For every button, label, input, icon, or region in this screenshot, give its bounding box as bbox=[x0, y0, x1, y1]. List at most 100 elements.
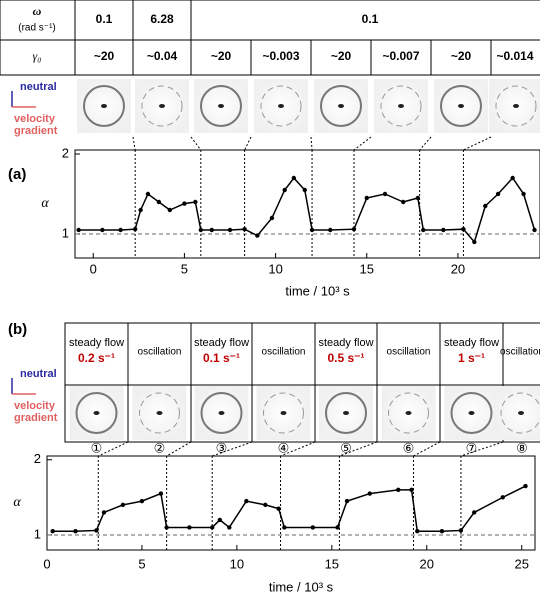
data-point bbox=[138, 207, 143, 213]
condition-mode: steady flow bbox=[444, 337, 499, 349]
data-point bbox=[94, 528, 99, 533]
scattering-ring bbox=[440, 85, 482, 127]
data-point bbox=[242, 227, 247, 232]
data-point bbox=[523, 483, 528, 489]
step-number: ⑥ bbox=[403, 440, 415, 455]
data-point bbox=[382, 191, 388, 197]
data-point bbox=[209, 227, 214, 233]
x-axis-label: time / 10³ s bbox=[269, 579, 334, 594]
data-point bbox=[461, 227, 466, 232]
scattering-ring bbox=[320, 85, 362, 127]
condition-mode: oscillation bbox=[138, 347, 182, 358]
data-point bbox=[500, 495, 505, 500]
data-point bbox=[167, 207, 173, 213]
data-point bbox=[472, 510, 477, 515]
gamma-value: ~0.04 bbox=[147, 49, 178, 63]
beam-stop bbox=[398, 104, 404, 108]
data-point bbox=[198, 227, 204, 233]
gradient-label: gradient bbox=[14, 125, 58, 137]
scattering-ring bbox=[83, 85, 125, 127]
y-tick-label: 1 bbox=[34, 526, 41, 541]
data-point bbox=[302, 187, 307, 193]
image-connector bbox=[353, 136, 372, 151]
data-point bbox=[76, 227, 81, 233]
beam-stop bbox=[93, 411, 100, 415]
beam-stop bbox=[159, 104, 165, 108]
step-number: ② bbox=[154, 440, 166, 455]
x-tick-label: 5 bbox=[181, 261, 188, 276]
data-point bbox=[187, 525, 192, 530]
data-point bbox=[328, 227, 333, 233]
x-tick-label: 15 bbox=[360, 261, 374, 276]
scattering-ring bbox=[200, 85, 242, 127]
beam-stop bbox=[518, 411, 524, 415]
x-tick-label: 20 bbox=[451, 261, 465, 276]
velocity-label: velocity bbox=[14, 113, 56, 125]
data-point bbox=[182, 201, 187, 206]
data-point bbox=[118, 227, 123, 233]
step-number: ① bbox=[91, 440, 103, 455]
data-point bbox=[510, 175, 515, 181]
scattering-ring bbox=[500, 392, 540, 434]
gamma-value: ~0.003 bbox=[262, 49, 299, 63]
condition-rate: 1 s⁻¹ bbox=[458, 351, 485, 365]
beam-stop bbox=[343, 411, 349, 415]
data-point bbox=[132, 227, 138, 232]
data-point bbox=[217, 517, 222, 523]
image-connector bbox=[98, 441, 129, 457]
data-point bbox=[409, 487, 414, 493]
data-point bbox=[291, 175, 297, 181]
condition-mode: steady flow bbox=[194, 337, 249, 349]
beam-stop bbox=[513, 104, 519, 108]
step-number: ⑤ bbox=[340, 440, 352, 455]
data-point bbox=[458, 528, 464, 533]
condition-rate: 0.1 s⁻¹ bbox=[203, 351, 240, 365]
beam-stop bbox=[156, 411, 163, 415]
data-point bbox=[521, 191, 526, 197]
plot-frame bbox=[46, 455, 536, 551]
condition-mode: oscillation bbox=[500, 347, 540, 358]
beam-stop bbox=[405, 411, 412, 415]
scattering-ring bbox=[388, 392, 429, 434]
data-point bbox=[209, 525, 215, 530]
condition-mode: oscillation bbox=[387, 347, 431, 358]
beam-stop bbox=[218, 411, 225, 415]
x-tick-label: 10 bbox=[268, 261, 282, 276]
step-number: ⑧ bbox=[516, 440, 528, 455]
data-point bbox=[495, 191, 501, 197]
x-tick-label: 20 bbox=[420, 556, 434, 571]
data-point bbox=[156, 199, 162, 205]
image-connector bbox=[463, 136, 492, 151]
omega-value: 6.28 bbox=[150, 12, 174, 26]
image-connector bbox=[190, 136, 202, 151]
scattering-ring bbox=[263, 392, 304, 434]
data-point bbox=[101, 510, 107, 515]
condition-mode: steady flow bbox=[318, 337, 373, 349]
data-point bbox=[401, 199, 406, 205]
data-point bbox=[310, 525, 316, 530]
data-point bbox=[364, 195, 369, 201]
y-axis-label: α bbox=[41, 196, 49, 211]
data-point bbox=[193, 199, 198, 205]
scattering-ring bbox=[200, 392, 243, 434]
omega-value: 0.1 bbox=[362, 12, 379, 26]
data-point bbox=[100, 227, 105, 233]
condition-rate: 0.5 s⁻¹ bbox=[327, 351, 364, 365]
scattering-ring bbox=[75, 392, 118, 434]
scattering-ring bbox=[260, 85, 302, 127]
data-point bbox=[344, 498, 350, 504]
beam-stop bbox=[468, 411, 475, 415]
data-line bbox=[78, 176, 536, 244]
image-connector bbox=[310, 136, 313, 151]
neutral-label: neutral bbox=[20, 368, 57, 380]
gamma-value: ~20 bbox=[211, 49, 232, 63]
data-point bbox=[269, 215, 275, 221]
velocity-label: velocity bbox=[14, 400, 56, 412]
gamma-value: ~0.014 bbox=[496, 49, 533, 63]
neutral-label: neutral bbox=[20, 81, 57, 93]
omega-unit: (rad s⁻¹) bbox=[18, 23, 56, 34]
data-point bbox=[441, 227, 446, 233]
data-point bbox=[472, 239, 477, 245]
beam-stop bbox=[101, 104, 107, 108]
data-point bbox=[145, 191, 151, 197]
